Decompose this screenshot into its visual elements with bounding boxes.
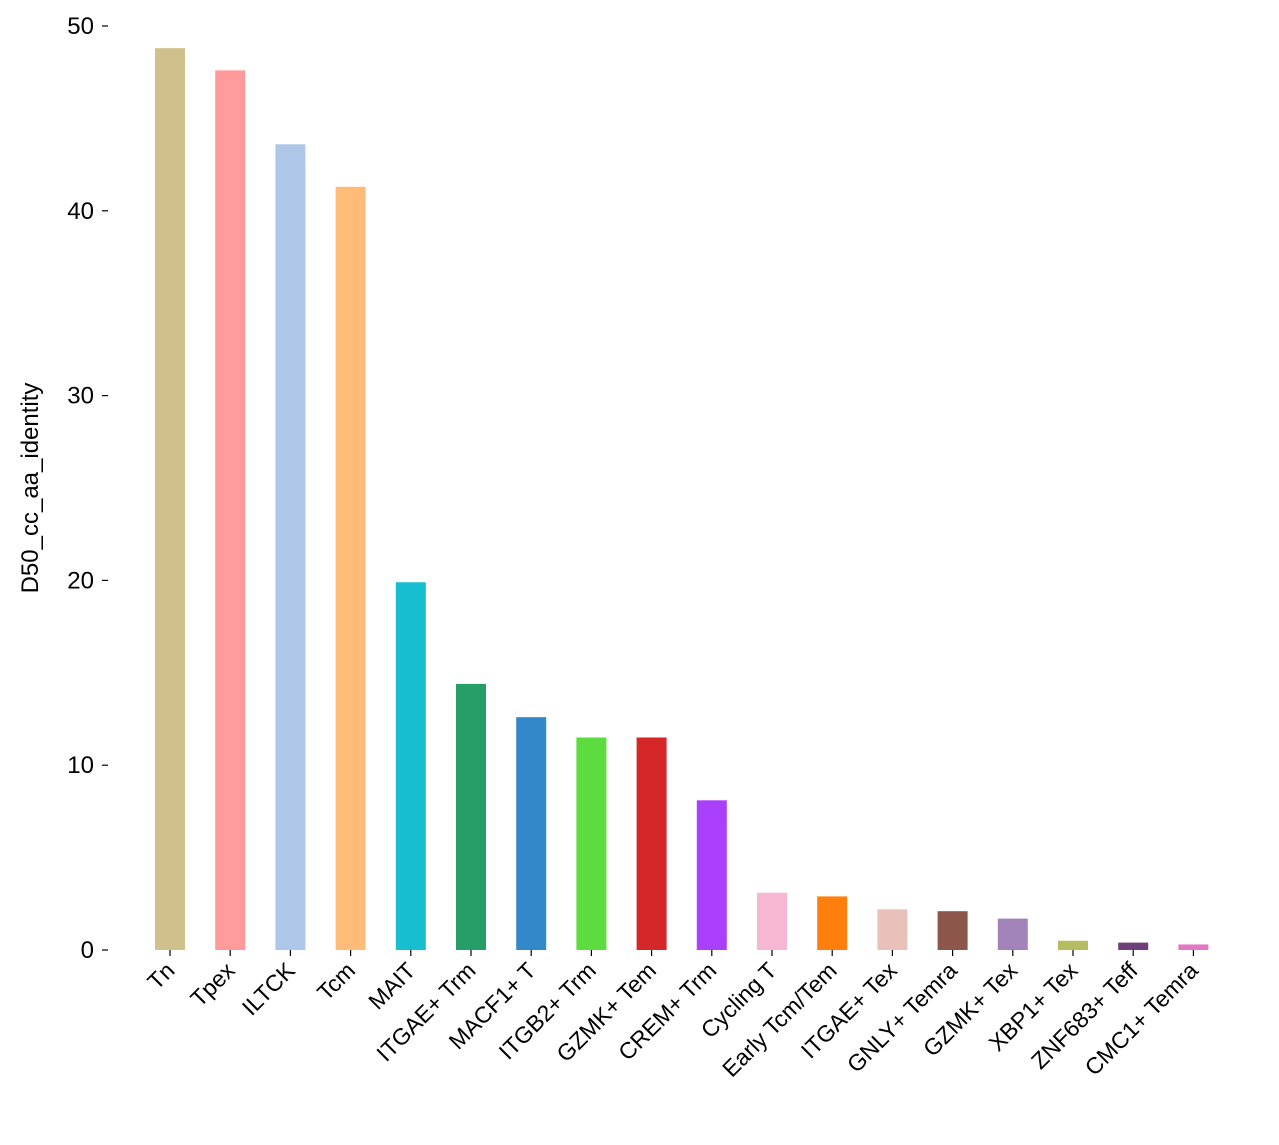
- y-tick-label: 10: [67, 752, 94, 779]
- bar: [215, 70, 246, 951]
- x-tick-label: ILTCK: [237, 957, 301, 1021]
- bar: [395, 582, 426, 950]
- bars: [155, 48, 1209, 951]
- bar: [1058, 940, 1088, 950]
- bar: [817, 896, 848, 950]
- y-axis-title: D50_cc_aa_identity: [17, 383, 44, 594]
- y-tick-label: 50: [67, 13, 94, 40]
- bar: [335, 186, 366, 950]
- bar: [757, 892, 787, 950]
- y-axis: 0 10 20 30 40 50: [67, 13, 108, 964]
- bar: [937, 911, 968, 950]
- x-tick-label: MAIT: [363, 957, 420, 1014]
- x-tick-label: Tn: [142, 957, 179, 994]
- bar: [155, 48, 185, 950]
- bar: [456, 683, 486, 950]
- bar: [877, 909, 908, 950]
- bar: [1118, 942, 1149, 950]
- bar: [576, 737, 607, 950]
- bar: [997, 918, 1028, 950]
- bar: [696, 800, 727, 950]
- bar: [275, 144, 306, 951]
- bar: [1178, 944, 1209, 950]
- y-tick-label: 0: [81, 937, 94, 964]
- x-tick-label: Tpex: [185, 957, 240, 1012]
- bar: [636, 737, 667, 950]
- y-tick-label: 30: [67, 383, 94, 410]
- y-tick-label: 20: [67, 567, 94, 594]
- x-tick-label: Tcm: [312, 957, 360, 1005]
- y-tick-label: 40: [67, 198, 94, 225]
- bar: [516, 717, 547, 950]
